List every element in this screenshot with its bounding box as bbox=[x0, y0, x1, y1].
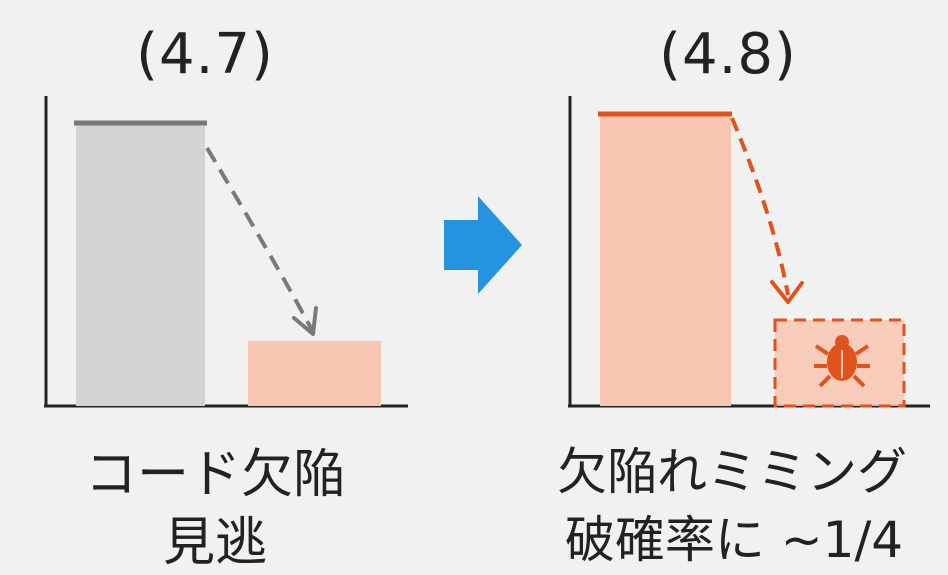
panel-4-7: (4.7) コード欠陥 見逃 bbox=[0, 0, 430, 573]
caption-line-1: コード欠陥 bbox=[84, 445, 345, 505]
panel-title: (4.7) bbox=[136, 22, 274, 87]
panel-4-8: (4.8) 欠陥れミミング 破確率に ~1/4 bbox=[520, 0, 948, 573]
bar-before-large bbox=[600, 114, 731, 406]
bug-icon bbox=[814, 335, 870, 388]
decline-dashed-arrow bbox=[205, 146, 314, 331]
caption-line-1: 欠陥れミミング bbox=[557, 443, 907, 501]
chart-before bbox=[44, 96, 408, 408]
chart-after bbox=[568, 96, 930, 408]
bar-after-small bbox=[248, 340, 381, 406]
right-arrow-icon bbox=[444, 196, 522, 294]
caption-line-2: 見逃 bbox=[162, 513, 267, 573]
arrowhead bbox=[770, 280, 804, 304]
caption-line-2: 破確率に ~1/4 bbox=[564, 511, 904, 569]
bar-before-large bbox=[76, 123, 205, 406]
panel-title: (4.8) bbox=[659, 22, 797, 87]
decline-dashed-arrow bbox=[730, 117, 790, 296]
arrowhead bbox=[292, 306, 318, 336]
